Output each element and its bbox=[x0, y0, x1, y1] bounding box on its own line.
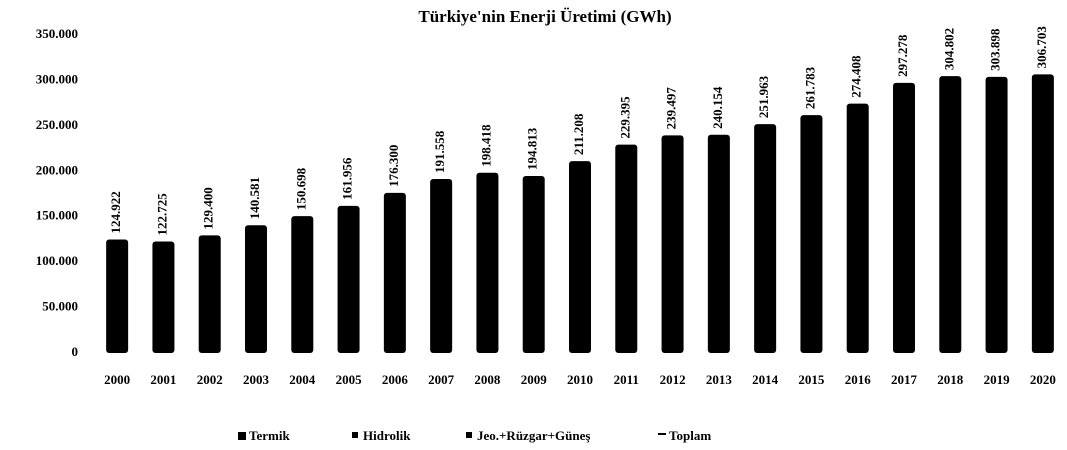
x-tick-label: 2005 bbox=[336, 372, 363, 387]
y-tick-label: 50.000 bbox=[42, 299, 78, 314]
legend-label: Termik bbox=[249, 428, 290, 443]
x-tick-label: 2016 bbox=[845, 372, 872, 387]
x-tick-label: 2006 bbox=[382, 372, 409, 387]
value-label: 191.558 bbox=[432, 130, 447, 173]
x-tick-label: 2004 bbox=[289, 372, 316, 387]
bar bbox=[661, 135, 684, 353]
x-tick-label: 2018 bbox=[937, 372, 964, 387]
value-label: 176.300 bbox=[386, 145, 401, 187]
value-label: 194.813 bbox=[525, 127, 540, 170]
chart-title: Türkiye'nin Enerji Üretimi (GWh) bbox=[418, 7, 671, 26]
legend-marker bbox=[466, 432, 472, 438]
bar bbox=[707, 134, 730, 353]
y-tick-label: 250.000 bbox=[36, 117, 78, 132]
y-tick-label: 150.000 bbox=[36, 208, 78, 223]
bar bbox=[754, 124, 777, 354]
bar bbox=[893, 82, 915, 353]
value-label: 303.898 bbox=[988, 28, 1003, 71]
value-label: 229.395 bbox=[617, 96, 632, 139]
legend-marker bbox=[352, 432, 358, 438]
value-label: 198.418 bbox=[478, 124, 493, 167]
value-label: 240.154 bbox=[710, 86, 725, 129]
value-label: 140.581 bbox=[247, 177, 262, 219]
x-tick-label: 2017 bbox=[891, 372, 918, 387]
bar bbox=[337, 205, 360, 353]
value-label: 122.725 bbox=[154, 193, 169, 236]
bar bbox=[152, 241, 175, 353]
x-tick-label: 2009 bbox=[521, 372, 548, 387]
y-tick-label: 0 bbox=[72, 344, 79, 359]
x-tick-label: 2014 bbox=[752, 372, 779, 387]
y-tick-label: 300.000 bbox=[36, 71, 78, 86]
bar bbox=[106, 239, 129, 353]
x-tick-label: 2019 bbox=[984, 372, 1011, 387]
bar bbox=[522, 175, 545, 353]
value-label: 129.400 bbox=[201, 187, 216, 229]
value-label: 306.703 bbox=[1034, 26, 1049, 69]
value-label: 261.783 bbox=[802, 66, 817, 109]
y-tick-label: 350.000 bbox=[36, 26, 78, 41]
y-tick-label: 100.000 bbox=[36, 253, 78, 268]
legend-label: Hidrolik bbox=[363, 428, 411, 443]
value-label: 211.208 bbox=[571, 113, 586, 155]
bar bbox=[198, 235, 221, 353]
x-tick-label: 2013 bbox=[706, 372, 733, 387]
value-label: 239.497 bbox=[664, 87, 679, 130]
y-tick-label: 200.000 bbox=[36, 162, 78, 177]
x-tick-label: 2003 bbox=[243, 372, 270, 387]
x-tick-label: 2000 bbox=[104, 372, 130, 387]
value-label: 124.922 bbox=[108, 191, 123, 233]
x-tick-label: 2007 bbox=[428, 372, 455, 387]
bar bbox=[939, 76, 962, 353]
bar bbox=[615, 144, 638, 353]
legend-label: Toplam bbox=[669, 428, 711, 443]
bar bbox=[800, 115, 823, 353]
x-tick-label: 2008 bbox=[474, 372, 501, 387]
x-tick-label: 2011 bbox=[614, 372, 639, 387]
value-label: 150.698 bbox=[293, 167, 308, 210]
bar bbox=[476, 172, 499, 353]
x-tick-label: 2020 bbox=[1030, 372, 1056, 387]
bar bbox=[291, 216, 314, 353]
bar bbox=[1031, 74, 1054, 354]
value-label: 304.802 bbox=[941, 28, 956, 70]
value-label: 161.956 bbox=[340, 157, 355, 200]
bar bbox=[569, 161, 591, 353]
x-tick-label: 2012 bbox=[660, 372, 686, 387]
legend-marker bbox=[238, 432, 246, 440]
x-tick-label: 2010 bbox=[567, 372, 593, 387]
bar bbox=[985, 76, 1008, 353]
x-tick-label: 2001 bbox=[150, 372, 176, 387]
bar bbox=[846, 103, 869, 354]
value-label: 274.408 bbox=[849, 55, 864, 98]
legend-label: Jeo.+Rüzgar+Güneş bbox=[477, 428, 590, 443]
bar bbox=[430, 178, 453, 353]
x-tick-label: 2002 bbox=[197, 372, 223, 387]
value-label: 297.278 bbox=[895, 34, 910, 77]
bar bbox=[245, 225, 267, 353]
bar bbox=[383, 192, 406, 353]
value-label: 251.963 bbox=[756, 75, 771, 118]
x-tick-label: 2015 bbox=[798, 372, 825, 387]
